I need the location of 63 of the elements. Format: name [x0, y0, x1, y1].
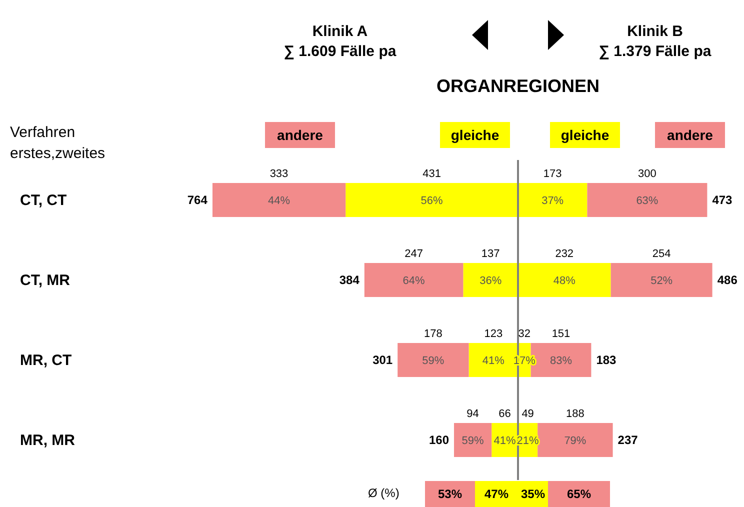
- data-label: 151: [552, 328, 570, 340]
- text: gleiche: [560, 127, 610, 143]
- data-label: 333: [270, 168, 288, 180]
- data-label: 123: [484, 328, 503, 340]
- annotation: 59%: [462, 435, 484, 447]
- text: 35%: [518, 481, 548, 507]
- annotation: 36%: [480, 275, 502, 287]
- annotation: 56%: [420, 195, 444, 207]
- data-label: 32: [518, 328, 531, 340]
- annotation: 41%: [494, 435, 516, 447]
- annotation: 41%: [482, 355, 505, 367]
- data-label: 188: [566, 408, 584, 420]
- text: 65%: [548, 481, 610, 507]
- chart-title: Klinik A: [311, 22, 369, 42]
- text: andere: [667, 127, 714, 143]
- data-label: 49: [522, 408, 534, 420]
- bar: [212, 183, 346, 217]
- annotation: 59%: [422, 355, 444, 367]
- total-label: 764: [187, 193, 208, 207]
- annotation: 37%: [542, 195, 564, 207]
- chart-subtitle: ∑ 1.609 Fälle pa: [282, 42, 398, 62]
- chart-title: Klinik B: [626, 22, 684, 42]
- annotation: 63%: [636, 195, 658, 207]
- total-label: 384: [339, 273, 360, 287]
- text: andere: [277, 127, 324, 143]
- data-label: 94: [466, 408, 479, 420]
- data-label: 300: [638, 168, 656, 180]
- bar: [610, 263, 712, 297]
- annotation: 44%: [268, 195, 290, 207]
- bar: [398, 343, 469, 377]
- total-label: 183: [596, 352, 617, 367]
- y-axis-title: Verfahren erstes,zweites: [10, 123, 106, 164]
- total-label: 160: [428, 433, 450, 447]
- data-label: 66: [498, 408, 511, 420]
- y-tick-label: MR, CT: [20, 352, 72, 369]
- annotation: 52%: [650, 275, 673, 287]
- y-tick-label: MR, MR: [20, 432, 76, 449]
- total-label: 301: [372, 353, 393, 367]
- total-label: 486: [717, 273, 738, 287]
- annotation: 64%: [402, 275, 426, 287]
- y-tick-label: CT, CT: [20, 192, 67, 209]
- bar: [587, 183, 708, 217]
- annotation: 48%: [553, 275, 576, 287]
- annotation: 83%: [550, 354, 572, 367]
- text: 47%: [475, 481, 518, 507]
- total-label: 237: [618, 432, 638, 447]
- bar: [364, 263, 464, 297]
- annotation: 79%: [564, 434, 586, 447]
- data-label: 137: [481, 248, 500, 260]
- text: ORGANREGIONEN: [435, 76, 600, 97]
- text: gleiche: [450, 127, 500, 143]
- text: Ø (%): [368, 486, 400, 500]
- bar: [538, 422, 613, 457]
- text: 53%: [425, 481, 475, 507]
- chart-subtitle: ∑ 1.379 Fälle pa: [598, 42, 712, 62]
- data-label: 178: [424, 328, 442, 340]
- data-label: 254: [652, 248, 671, 260]
- data-label: 173: [543, 168, 562, 180]
- data-label: 232: [555, 248, 574, 260]
- data-label: 431: [422, 168, 441, 180]
- data-label: 247: [404, 248, 423, 260]
- y-tick-label: CT, MR: [20, 272, 70, 289]
- total-label: 473: [712, 193, 733, 207]
